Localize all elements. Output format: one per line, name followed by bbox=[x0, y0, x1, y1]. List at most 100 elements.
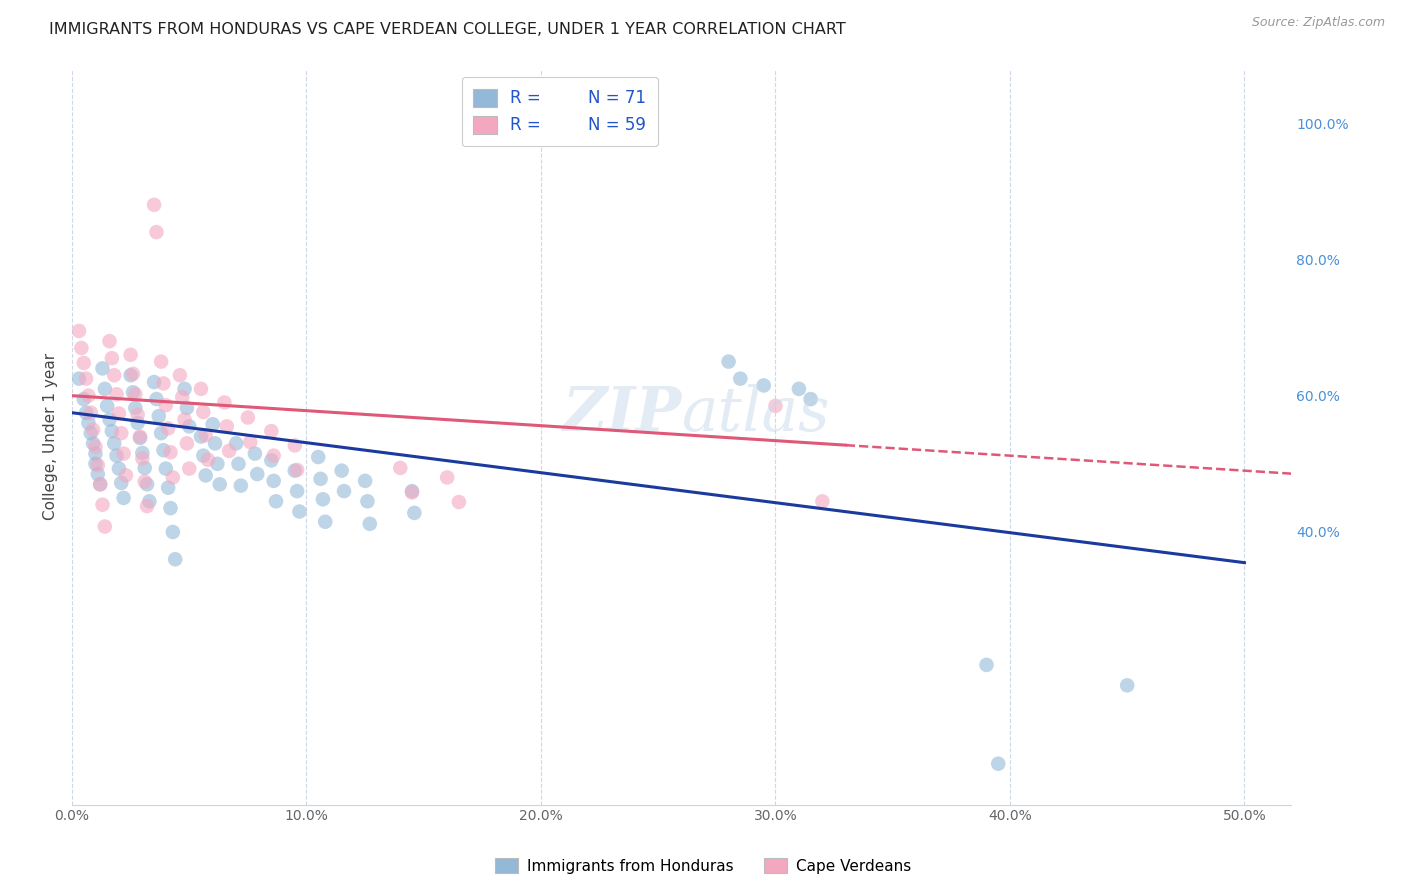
Text: IMMIGRANTS FROM HONDURAS VS CAPE VERDEAN COLLEGE, UNDER 1 YEAR CORRELATION CHART: IMMIGRANTS FROM HONDURAS VS CAPE VERDEAN… bbox=[49, 22, 846, 37]
Point bbox=[108, 406, 131, 420]
Point bbox=[75, 371, 97, 385]
Point bbox=[134, 461, 156, 475]
Point bbox=[811, 494, 834, 508]
Point bbox=[103, 368, 125, 383]
Point bbox=[359, 516, 381, 531]
Point bbox=[730, 371, 752, 385]
Point bbox=[143, 375, 166, 389]
Point bbox=[987, 756, 1010, 771]
Point bbox=[263, 449, 285, 463]
Point bbox=[447, 495, 470, 509]
Point bbox=[124, 401, 146, 415]
Point bbox=[215, 419, 238, 434]
Point bbox=[70, 341, 93, 355]
Point bbox=[112, 447, 135, 461]
Point bbox=[91, 498, 114, 512]
Point bbox=[159, 501, 181, 516]
Point bbox=[264, 494, 287, 508]
Point bbox=[193, 449, 215, 463]
Text: -0.198: -0.198 bbox=[464, 106, 517, 124]
Point bbox=[197, 452, 219, 467]
Point bbox=[225, 436, 247, 450]
Point bbox=[312, 492, 335, 507]
Point bbox=[105, 449, 128, 463]
Point bbox=[179, 419, 201, 434]
Point bbox=[67, 324, 90, 338]
Point bbox=[214, 395, 236, 409]
Point bbox=[110, 426, 132, 441]
Point bbox=[115, 468, 138, 483]
Point bbox=[176, 436, 198, 450]
Point bbox=[73, 356, 96, 370]
Point bbox=[285, 484, 308, 499]
Text: atlas: atlas bbox=[682, 384, 830, 444]
Point bbox=[229, 478, 252, 492]
Point bbox=[82, 423, 104, 437]
Point bbox=[143, 198, 166, 212]
Point bbox=[84, 447, 107, 461]
Point bbox=[179, 461, 201, 475]
Point bbox=[145, 225, 167, 239]
Point bbox=[314, 515, 336, 529]
Point bbox=[176, 401, 198, 415]
Point bbox=[401, 485, 423, 500]
Point bbox=[800, 392, 823, 406]
Point bbox=[356, 494, 378, 508]
Point bbox=[204, 436, 226, 450]
Point bbox=[976, 657, 998, 672]
Point bbox=[236, 410, 259, 425]
Point bbox=[228, 457, 250, 471]
Point bbox=[194, 468, 217, 483]
Point bbox=[112, 491, 135, 505]
Point bbox=[131, 446, 153, 460]
Point bbox=[110, 475, 132, 490]
Point bbox=[120, 348, 142, 362]
Point bbox=[101, 351, 124, 366]
Point bbox=[263, 474, 285, 488]
Point bbox=[208, 477, 231, 491]
Point bbox=[155, 398, 177, 412]
Point bbox=[765, 399, 787, 413]
Point bbox=[150, 354, 173, 368]
Point bbox=[243, 447, 266, 461]
Point bbox=[87, 458, 110, 473]
Point bbox=[157, 421, 180, 435]
Point bbox=[157, 481, 180, 495]
Point bbox=[82, 436, 104, 450]
Point bbox=[103, 436, 125, 450]
Point bbox=[354, 474, 377, 488]
Point bbox=[122, 367, 145, 381]
Point bbox=[218, 443, 240, 458]
Point bbox=[77, 389, 100, 403]
Point bbox=[98, 334, 121, 348]
Point bbox=[787, 382, 810, 396]
Point bbox=[404, 506, 426, 520]
Point bbox=[136, 477, 159, 491]
Text: -0.334: -0.334 bbox=[464, 80, 517, 98]
Point bbox=[80, 426, 103, 441]
Point bbox=[162, 470, 184, 484]
Point bbox=[239, 435, 262, 450]
Point bbox=[80, 406, 103, 420]
Legend: Immigrants from Honduras, Cape Verdeans: Immigrants from Honduras, Cape Verdeans bbox=[489, 852, 917, 880]
Point bbox=[172, 390, 194, 404]
Point bbox=[89, 477, 111, 491]
Point bbox=[190, 382, 212, 396]
Legend: R =         N = 71, R =         N = 59: R = N = 71, R = N = 59 bbox=[461, 77, 658, 146]
Point bbox=[285, 463, 308, 477]
Point bbox=[284, 464, 307, 478]
Point bbox=[96, 399, 118, 413]
Point bbox=[129, 429, 152, 443]
Point bbox=[101, 424, 124, 438]
Point bbox=[127, 408, 149, 422]
Point bbox=[752, 378, 775, 392]
Point bbox=[67, 371, 90, 385]
Point bbox=[436, 470, 458, 484]
Point bbox=[75, 406, 97, 420]
Point bbox=[127, 416, 149, 430]
Point bbox=[131, 451, 153, 466]
Point bbox=[134, 475, 156, 489]
Point bbox=[138, 494, 160, 508]
Point bbox=[122, 385, 145, 400]
Point bbox=[124, 387, 146, 401]
